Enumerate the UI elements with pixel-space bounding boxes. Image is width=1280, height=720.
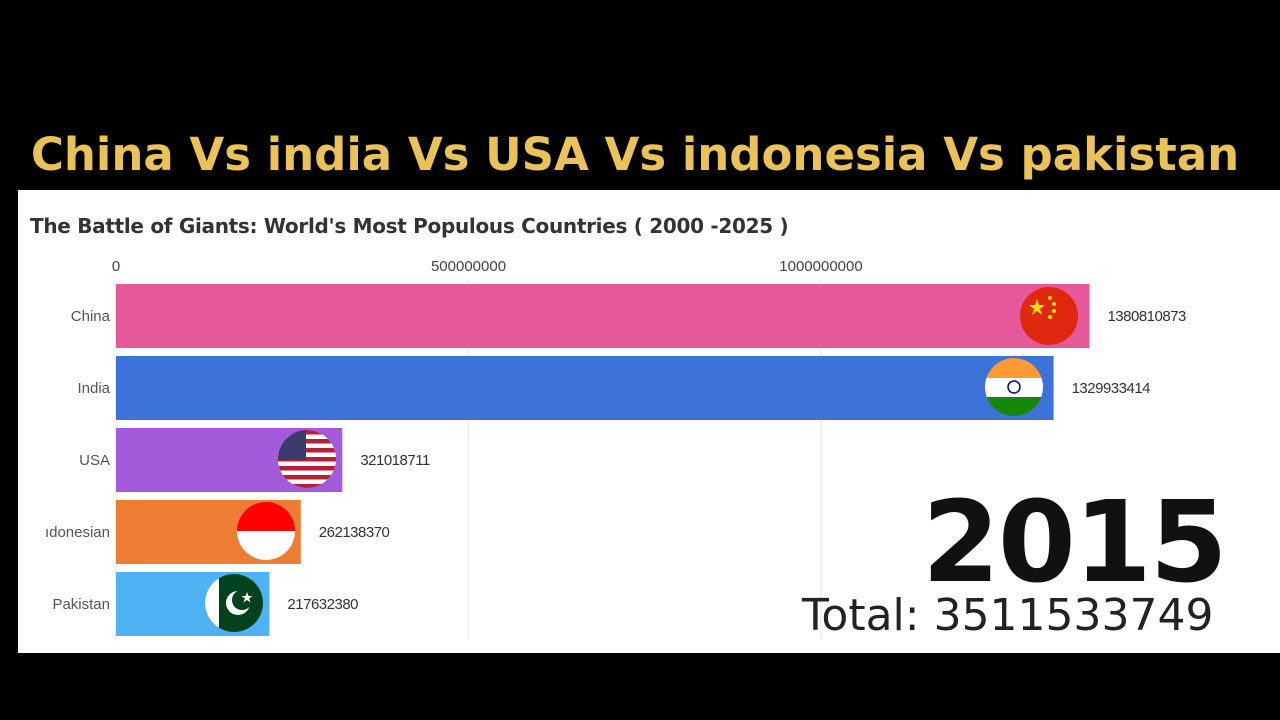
total-counter: Total: 3511533749 bbox=[802, 590, 1214, 641]
usa-flag-icon bbox=[278, 430, 336, 488]
chart-title: The Battle of Giants: World's Most Popul… bbox=[30, 214, 789, 238]
value-label: 217632380 bbox=[287, 596, 358, 613]
indonesia-flag-icon bbox=[237, 502, 295, 560]
value-label: 262138370 bbox=[319, 524, 390, 541]
category-label: India bbox=[77, 380, 110, 397]
bar-china bbox=[116, 284, 1090, 348]
x-tick-label: 1000000000 bbox=[779, 258, 862, 275]
pakistan-flag-icon bbox=[205, 574, 263, 632]
x-tick-label: 0 bbox=[112, 258, 120, 275]
chart-panel-edge bbox=[1216, 190, 1280, 550]
category-label: Pakistan bbox=[52, 596, 110, 613]
x-tick-label: 500000000 bbox=[431, 258, 506, 275]
china-flag-icon bbox=[1020, 287, 1078, 345]
year-counter: 2015 bbox=[922, 478, 1228, 608]
category-label: China bbox=[71, 308, 111, 325]
bar-india bbox=[116, 356, 1054, 420]
headline: China Vs india Vs USA Vs indonesia Vs pa… bbox=[30, 128, 1240, 181]
category-label: ıdonesian bbox=[45, 524, 110, 541]
category-label: USA bbox=[79, 452, 110, 469]
value-label: 1380810873 bbox=[1107, 308, 1186, 325]
value-label: 321018711 bbox=[360, 452, 430, 469]
value-label: 1329933414 bbox=[1072, 380, 1151, 397]
india-flag-icon bbox=[985, 358, 1043, 416]
